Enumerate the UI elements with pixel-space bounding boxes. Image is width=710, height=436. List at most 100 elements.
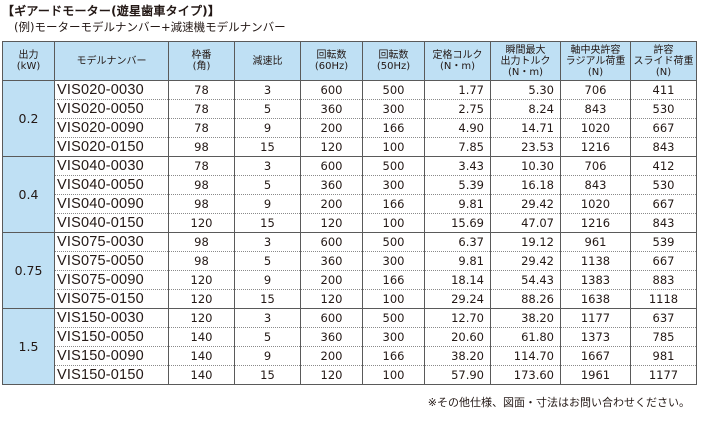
slide-load-cell: 883 xyxy=(630,270,697,290)
rpm-60hz-cell: 360 xyxy=(300,251,363,271)
peak-torque-cell: 61.80 xyxy=(490,327,561,347)
peak-torque-cell: 29.42 xyxy=(490,194,561,214)
radial-load-cell: 843 xyxy=(560,175,631,195)
rated-torque-cell: 12.70 xyxy=(424,308,491,328)
rpm-50hz-cell: 100 xyxy=(362,365,425,385)
rated-torque-cell: 9.81 xyxy=(424,194,491,214)
frame-cell: 120 xyxy=(168,308,235,328)
radial-load-cell: 843 xyxy=(560,99,631,119)
header-output: 出力 (kW) xyxy=(2,41,55,81)
header-label-line: (60Hz) xyxy=(314,61,349,72)
rpm-60hz-cell: 600 xyxy=(300,80,363,100)
slide-load-cell: 1118 xyxy=(630,289,697,309)
model-cell: VIS150-0090 xyxy=(54,346,169,366)
slide-load-cell: 412 xyxy=(630,156,697,176)
table-row: 0.2 VIS020-0030 78 3 600 500 1.77 5.30 706 411 xyxy=(2,80,697,157)
radial-load-cell: 1216 xyxy=(560,213,631,233)
frame-cell: 98 xyxy=(168,194,235,214)
frame-cell: 78 xyxy=(168,99,235,119)
table-header-row: 出力 (kW) モデルナンバー 枠番 (角) 減速比 回転数 (60Hz) 回転数 (5… xyxy=(2,41,697,81)
ratio-cell: 5 xyxy=(234,251,301,271)
rpm-60hz-cell: 360 xyxy=(300,99,363,119)
header-label-line: (N) xyxy=(587,66,604,78)
model-cell: VIS075-0050 xyxy=(54,251,169,271)
rpm-50hz-cell: 166 xyxy=(362,118,425,138)
model-cell: VIS040-0050 xyxy=(54,175,169,195)
frame-cell: 140 xyxy=(168,346,235,366)
rated-torque-cell: 38.20 xyxy=(424,346,491,366)
rpm-50hz-cell: 500 xyxy=(362,308,425,328)
peak-torque-cell: 8.24 xyxy=(490,99,561,119)
table-row: VIS040-0050 98 5 360 300 5.39 16.18 843 530 xyxy=(3,175,697,195)
peak-torque-cell: 23.53 xyxy=(490,137,561,157)
ratio-cell: 9 xyxy=(234,270,301,290)
output-cell: 0.2 xyxy=(2,80,55,157)
ratio-cell: 15 xyxy=(234,213,301,233)
frame-cell: 140 xyxy=(168,365,235,385)
header-label-line: 許容 xyxy=(653,44,674,56)
slide-load-cell: 539 xyxy=(630,232,697,252)
header-peak-torque: 瞬間最大 出力トルク (N・m) xyxy=(490,41,561,81)
rpm-60hz-cell: 600 xyxy=(300,308,363,328)
header-label-line: 出力トルク xyxy=(500,55,551,67)
model-cell: VIS075-0150 xyxy=(54,289,169,309)
header-label-line: (N・m) xyxy=(439,61,476,72)
peak-torque-cell: 10.30 xyxy=(490,156,561,176)
rpm-50hz-cell: 166 xyxy=(362,194,425,214)
frame-cell: 78 xyxy=(168,156,235,176)
rpm-60hz-cell: 200 xyxy=(300,194,363,214)
peak-torque-cell: 29.42 xyxy=(490,251,561,271)
rpm-50hz-cell: 100 xyxy=(362,289,425,309)
frame-cell: 98 xyxy=(168,232,235,252)
table-row: 1.5 VIS150-0030 120 3 600 500 12.70 38.20 1177 63… xyxy=(2,308,697,385)
rpm-50hz-cell: 166 xyxy=(362,346,425,366)
ratio-cell: 3 xyxy=(234,232,301,252)
model-cell: VIS040-0030 xyxy=(54,156,169,176)
rpm-60hz-cell: 200 xyxy=(300,346,363,366)
header-label-line: 軸中央許容 xyxy=(570,44,621,56)
header-label-line: 定格コルク xyxy=(432,50,483,61)
frame-cell: 120 xyxy=(168,270,235,290)
model-cell: VIS040-0090 xyxy=(54,194,169,214)
ratio-cell: 15 xyxy=(234,137,301,157)
table-row: VIS020-0090 78 9 200 166 4.90 14.71 1020 667 xyxy=(3,118,697,138)
model-cell: VIS020-0090 xyxy=(54,118,169,138)
table-row: 0.4 VIS040-0030 78 3 600 500 3.43 10.30 706 412 xyxy=(2,156,697,233)
peak-torque-cell: 19.12 xyxy=(490,232,561,252)
frame-cell: 98 xyxy=(168,175,235,195)
header-radial-load: 軸中央許容 ラジアル荷重 (N) xyxy=(560,41,631,81)
radial-load-cell: 961 xyxy=(560,232,631,252)
peak-torque-cell: 38.20 xyxy=(490,308,561,328)
table-row: VIS075-0050 98 5 360 300 9.81 29.42 1138 667 xyxy=(3,251,697,271)
rpm-50hz-cell: 166 xyxy=(362,270,425,290)
rpm-60hz-cell: 360 xyxy=(300,327,363,347)
rpm-60hz-cell: 200 xyxy=(300,270,363,290)
slide-load-cell: 785 xyxy=(630,327,697,347)
slide-load-cell: 667 xyxy=(630,194,697,214)
rated-torque-cell: 57.90 xyxy=(424,365,491,385)
rpm-50hz-cell: 300 xyxy=(362,327,425,347)
rated-torque-cell: 7.85 xyxy=(424,137,491,157)
ratio-cell: 3 xyxy=(234,156,301,176)
ratio-cell: 9 xyxy=(234,346,301,366)
rated-torque-cell: 15.69 xyxy=(424,213,491,233)
header-ratio: 減速比 xyxy=(234,41,301,81)
rpm-50hz-cell: 500 xyxy=(362,232,425,252)
radial-load-cell: 1216 xyxy=(560,137,631,157)
output-cell: 1.5 xyxy=(2,308,55,385)
table-row: 0.75 VIS075-0030 98 3 600 500 6.37 19.12 961 539 xyxy=(2,232,697,309)
rpm-50hz-cell: 300 xyxy=(362,99,425,119)
spec-table: 出力 (kW) モデルナンバー 枠番 (角) 減速比 回転数 (60Hz) 回転数 (5… xyxy=(2,41,697,385)
table-body: 0.2 VIS020-0030 78 3 600 500 1.77 5.30 706 411 VIS… xyxy=(2,80,697,385)
header-label-line: (kW) xyxy=(16,61,41,72)
table-row: VIS040-0150 120 15 120 100 15.69 47.07 1216 843 xyxy=(3,213,697,233)
rated-torque-cell: 20.60 xyxy=(424,327,491,347)
model-cell: VIS075-0090 xyxy=(54,270,169,290)
model-cell: VIS020-0050 xyxy=(54,99,169,119)
rpm-60hz-cell: 120 xyxy=(300,137,363,157)
header-label-line: 瞬間最大 xyxy=(505,44,546,56)
ratio-cell: 3 xyxy=(234,80,301,100)
model-cell: VIS020-0030 xyxy=(54,80,169,100)
peak-torque-cell: 47.07 xyxy=(490,213,561,233)
radial-load-cell: 1383 xyxy=(560,270,631,290)
